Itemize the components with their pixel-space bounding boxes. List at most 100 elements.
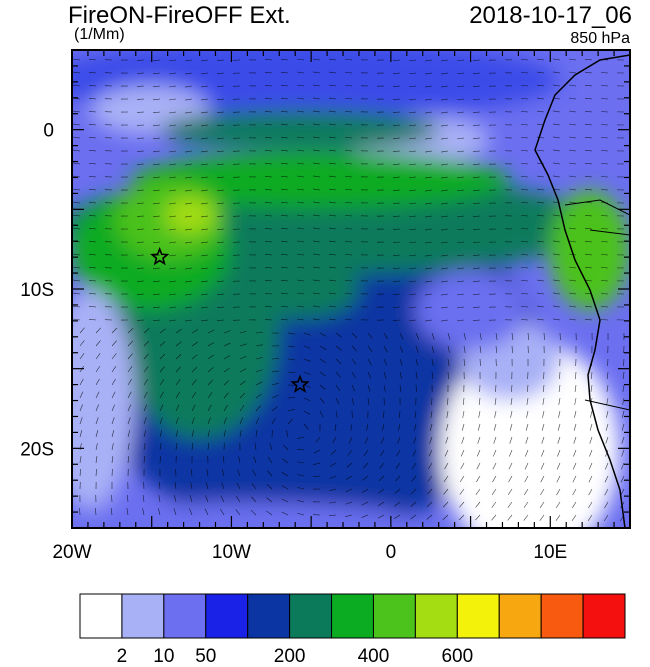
wind-arrow bbox=[297, 436, 305, 439]
wind-arrow bbox=[297, 227, 305, 230]
wind-arrow bbox=[191, 354, 198, 360]
wind-arrow bbox=[79, 353, 85, 360]
wind-arrow bbox=[89, 123, 97, 126]
wind-arrow bbox=[207, 404, 212, 412]
wind-arrow bbox=[472, 293, 481, 295]
wind-arrow bbox=[153, 72, 161, 75]
wind-arrow bbox=[95, 404, 99, 412]
wind-arrow bbox=[255, 331, 263, 334]
wind-arrow bbox=[585, 84, 593, 87]
wind-arrow bbox=[537, 58, 545, 61]
wind-arrow bbox=[392, 150, 401, 152]
wind-arrow bbox=[600, 293, 609, 295]
wind-arrow bbox=[329, 462, 337, 467]
wind-arrow bbox=[153, 202, 161, 205]
colorbar-swatch bbox=[121, 593, 165, 639]
wind-arrow bbox=[555, 501, 561, 509]
station-markers bbox=[150, 246, 310, 393]
wind-arrow bbox=[159, 482, 161, 490]
wind-arrow bbox=[127, 340, 134, 347]
wind-arrow bbox=[425, 280, 433, 283]
wind-arrow bbox=[441, 98, 449, 101]
wind-arrow bbox=[159, 417, 163, 425]
wind-arrow bbox=[174, 482, 177, 490]
wind-arrow bbox=[572, 462, 577, 470]
wind-arrow bbox=[526, 410, 529, 418]
wind-arrow bbox=[557, 436, 561, 444]
wind-arrow bbox=[281, 511, 289, 516]
wind-arrow bbox=[348, 436, 353, 444]
wind-arrow bbox=[409, 176, 417, 179]
wind-arrow bbox=[521, 280, 529, 282]
wind-arrow bbox=[303, 410, 311, 415]
wind-arrow bbox=[345, 111, 353, 113]
wind-arrow bbox=[431, 358, 434, 366]
wind-arrow bbox=[604, 475, 609, 483]
wind-arrow bbox=[223, 380, 230, 386]
wind-arrow bbox=[409, 215, 417, 218]
wind-arrow bbox=[264, 59, 273, 61]
wind-arrow bbox=[425, 254, 433, 257]
wind-arrow bbox=[521, 111, 529, 113]
wind-arrow bbox=[573, 423, 577, 431]
wind-arrow bbox=[153, 98, 161, 101]
wind-arrow bbox=[143, 456, 145, 464]
wind-arrow bbox=[73, 201, 81, 204]
wind-arrow bbox=[425, 150, 433, 153]
wind-arrow bbox=[239, 368, 247, 373]
units-label: (1/Mm) bbox=[74, 26, 125, 43]
wind-arrow bbox=[442, 514, 449, 520]
wind-arrow bbox=[335, 410, 338, 418]
wind-arrow bbox=[620, 475, 625, 483]
wind-arrow bbox=[507, 501, 513, 508]
wind-arrow bbox=[297, 292, 305, 295]
wind-arrow bbox=[127, 495, 129, 503]
wind-arrow bbox=[201, 319, 209, 322]
wind-arrow bbox=[89, 110, 97, 113]
wind-arrow bbox=[382, 423, 385, 431]
wind-arrow bbox=[345, 475, 353, 480]
wind-arrow bbox=[73, 71, 81, 74]
colorbar-swatch bbox=[79, 593, 123, 639]
wind-arrow bbox=[585, 279, 593, 282]
wind-arrow bbox=[585, 214, 593, 217]
wind-arrow bbox=[169, 280, 177, 283]
country-borders bbox=[564, 199, 630, 411]
wind-arrow bbox=[523, 514, 529, 521]
wind-arrow bbox=[600, 124, 609, 126]
wind-arrow bbox=[588, 475, 593, 483]
wind-arrow bbox=[537, 201, 545, 204]
wind-arrow bbox=[623, 358, 625, 367]
wind-arrow bbox=[392, 98, 401, 100]
lon-tick-label: 10W bbox=[212, 542, 251, 563]
wind-arrow bbox=[569, 136, 577, 139]
wind-arrow bbox=[281, 97, 289, 100]
wind-arrow bbox=[537, 253, 545, 256]
wind-arrow bbox=[297, 188, 305, 191]
wind-arrow bbox=[509, 436, 513, 444]
wind-arrow bbox=[479, 345, 482, 353]
wind-arrow bbox=[281, 472, 289, 477]
wind-arrow bbox=[271, 406, 278, 412]
wind-arrow bbox=[495, 332, 498, 340]
wind-arrow bbox=[239, 380, 246, 386]
wind-arrow bbox=[264, 163, 273, 165]
wind-arrow bbox=[569, 240, 577, 243]
wind-arrow bbox=[217, 241, 225, 243]
wind-arrow bbox=[345, 202, 353, 204]
wind-arrow bbox=[79, 340, 85, 347]
wind-arrow bbox=[559, 371, 561, 380]
wind-arrow bbox=[255, 405, 261, 412]
wind-arrow bbox=[472, 215, 481, 217]
wind-arrow bbox=[347, 449, 353, 456]
wind-arrow bbox=[509, 423, 513, 431]
wind-arrow bbox=[185, 98, 193, 101]
wind-arrow bbox=[589, 449, 593, 457]
wind-arrow bbox=[189, 495, 193, 503]
wind-arrow bbox=[169, 215, 177, 218]
wind-arrow bbox=[361, 501, 369, 506]
wind-arrow bbox=[175, 404, 180, 412]
colorbar bbox=[79, 593, 626, 639]
wind-arrow bbox=[441, 241, 449, 244]
wind-arrow bbox=[457, 280, 465, 283]
